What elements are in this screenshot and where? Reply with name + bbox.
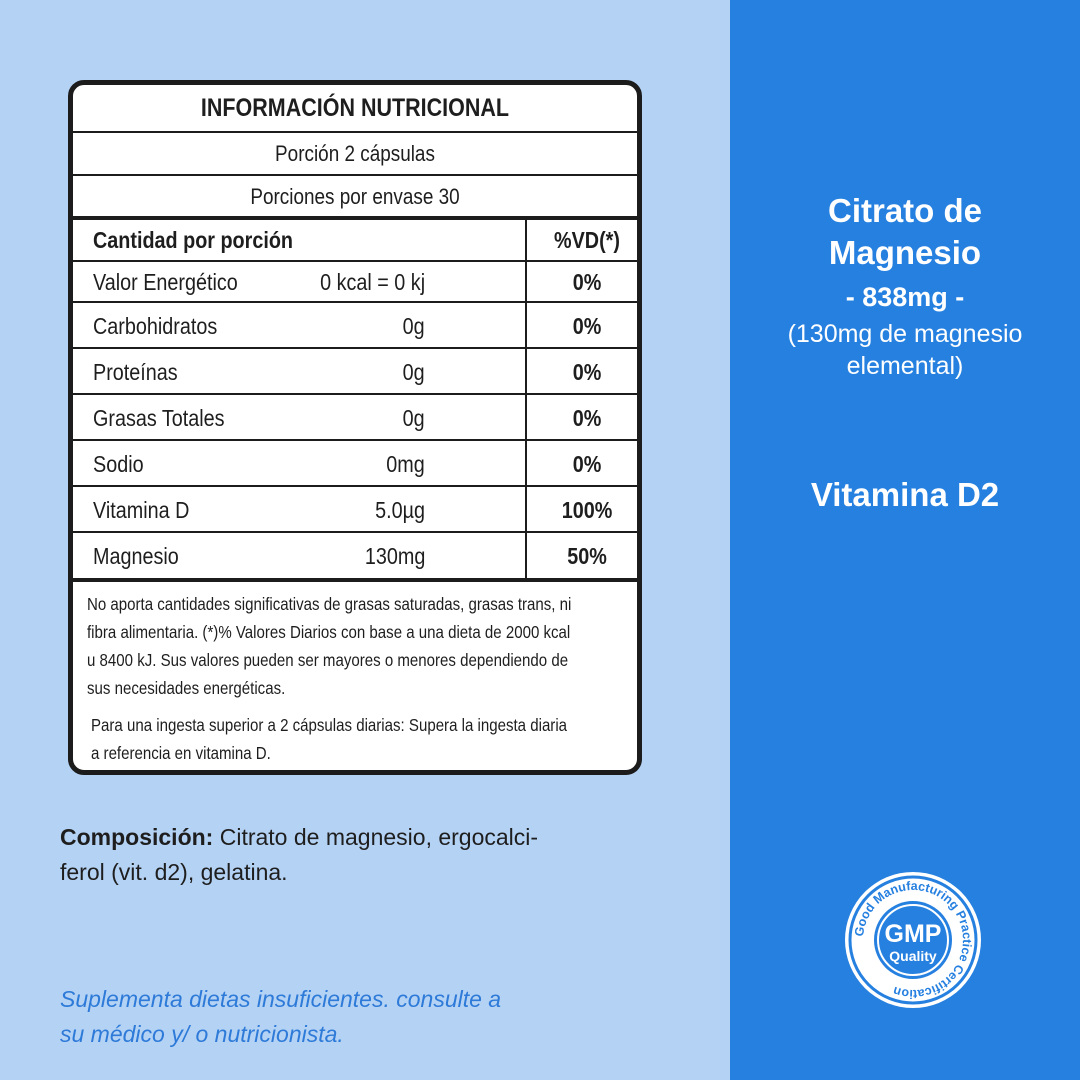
nutrient-daily-value: 0% [572, 450, 602, 477]
nutrition-warning: Para una ingesta superior a 2 cápsulas d… [91, 711, 637, 767]
nutrition-title: INFORMACIÓN NUTRICIONAL [200, 94, 510, 122]
nutrient-name: Vitamina D [93, 496, 190, 523]
footnote-line: No aporta cantidades significativas de g… [87, 594, 572, 614]
product-note-line-2: elemental) [846, 352, 964, 380]
header-daily-value: %VD(*) [554, 227, 620, 253]
nutrient-amount: 0g [402, 404, 425, 431]
divider [73, 439, 637, 441]
table-row: Sodio 0mg 0% [73, 441, 637, 487]
nutrition-footnote: No aporta cantidades significativas de g… [87, 590, 637, 702]
composition-text: Citrato de magnesio, ergocalci- [213, 824, 539, 850]
product-dose: - 838mg - [845, 282, 965, 312]
nutrient-daily-value: 0% [572, 404, 602, 431]
table-row: Vitamina D 5.0µg 100% [73, 487, 637, 533]
composition-label: Composición: [60, 824, 214, 850]
gmp-quality-badge-icon: Good Manufacturing Practice Certificatio… [845, 872, 981, 1008]
serving-size: Porción 2 cápsulas [275, 141, 435, 166]
nutrient-name: Grasas Totales [93, 404, 225, 431]
divider [73, 485, 637, 487]
table-row: Magnesio 130mg 50% [73, 533, 637, 579]
warning-line: Para una ingesta superior a 2 cápsulas d… [91, 715, 568, 735]
divider [73, 531, 637, 533]
nutrient-amount: 0g [402, 312, 425, 339]
disclaimer: Suplementa dietas insuficientes. consult… [60, 982, 680, 1052]
table-header-row: Cantidad por porción %VD(*) [73, 220, 637, 261]
composition: Composición: Citrato de magnesio, ergoca… [60, 820, 670, 890]
product-name-line-1: Citrato de [827, 192, 982, 229]
gmp-main-text: GMP [885, 920, 942, 948]
divider [73, 393, 637, 395]
divider [73, 578, 637, 582]
divider [73, 347, 637, 349]
product-name: Citrato de Magnesio [730, 190, 1080, 274]
divider [73, 216, 637, 220]
divider [73, 131, 637, 133]
header-amount-per-serving: Cantidad por porción [93, 227, 294, 253]
footnote-line: sus necesidades energéticas. [87, 678, 286, 698]
nutrient-amount: 0 kcal = 0 kj [319, 269, 425, 295]
disclaimer-line-2: su médico y/ o nutricionista. [60, 1021, 344, 1047]
table-row: Valor Energético 0 kcal = 0 kj 0% [73, 262, 637, 303]
nutrient-amount: 0g [402, 358, 425, 385]
warning-line: a referencia en vitamina D. [91, 743, 271, 763]
composition-line-2: ferol (vit. d2), gelatina. [60, 859, 288, 885]
product-note: (130mg de magnesio elemental) [730, 318, 1080, 382]
divider [73, 174, 637, 176]
footnote-line: u 8400 kJ. Sus valores pueden ser mayore… [87, 650, 569, 670]
nutrient-daily-value: 0% [572, 269, 602, 295]
gmp-sub-text: Quality [889, 948, 937, 964]
nutrient-name: Sodio [93, 450, 144, 477]
nutrient-amount: 5.0µg [375, 496, 425, 523]
divider [73, 301, 637, 303]
product-extra-ingredient: Vitamina D2 [810, 476, 1000, 513]
nutrient-name: Proteínas [93, 358, 178, 385]
servings-per-container: Porciones por envase 30 [250, 184, 460, 209]
nutrient-name: Magnesio [93, 542, 179, 569]
table-row: Grasas Totales 0g 0% [73, 395, 637, 441]
nutrient-daily-value: 100% [561, 496, 613, 523]
table-row: Proteínas 0g 0% [73, 349, 637, 395]
nutrient-daily-value: 0% [572, 358, 602, 385]
table-row: Carbohidratos 0g 0% [73, 303, 637, 349]
nutrient-name: Carbohidratos [93, 312, 218, 339]
product-note-line-1: (130mg de magnesio [787, 320, 1023, 348]
composition-line-1: Composición: Citrato de magnesio, ergoca… [60, 820, 670, 855]
divider [73, 260, 637, 262]
column-divider [525, 219, 527, 581]
right-panel: Citrato de Magnesio - 838mg - (130mg de … [730, 0, 1080, 1080]
product-name-line-2: Magnesio [828, 234, 982, 271]
nutrient-daily-value: 50% [567, 542, 607, 569]
nutrient-amount: 0mg [386, 450, 425, 477]
nutrient-daily-value: 0% [572, 312, 602, 339]
footnote-line: fibra alimentaria. (*)% Valores Diarios … [87, 622, 571, 642]
disclaimer-line-1: Suplementa dietas insuficientes. consult… [60, 986, 502, 1012]
nutrient-name: Valor Energético [93, 269, 238, 295]
nutrition-table: INFORMACIÓN NUTRICIONAL Porción 2 cápsul… [68, 80, 642, 775]
nutrient-amount: 130mg [364, 542, 425, 569]
